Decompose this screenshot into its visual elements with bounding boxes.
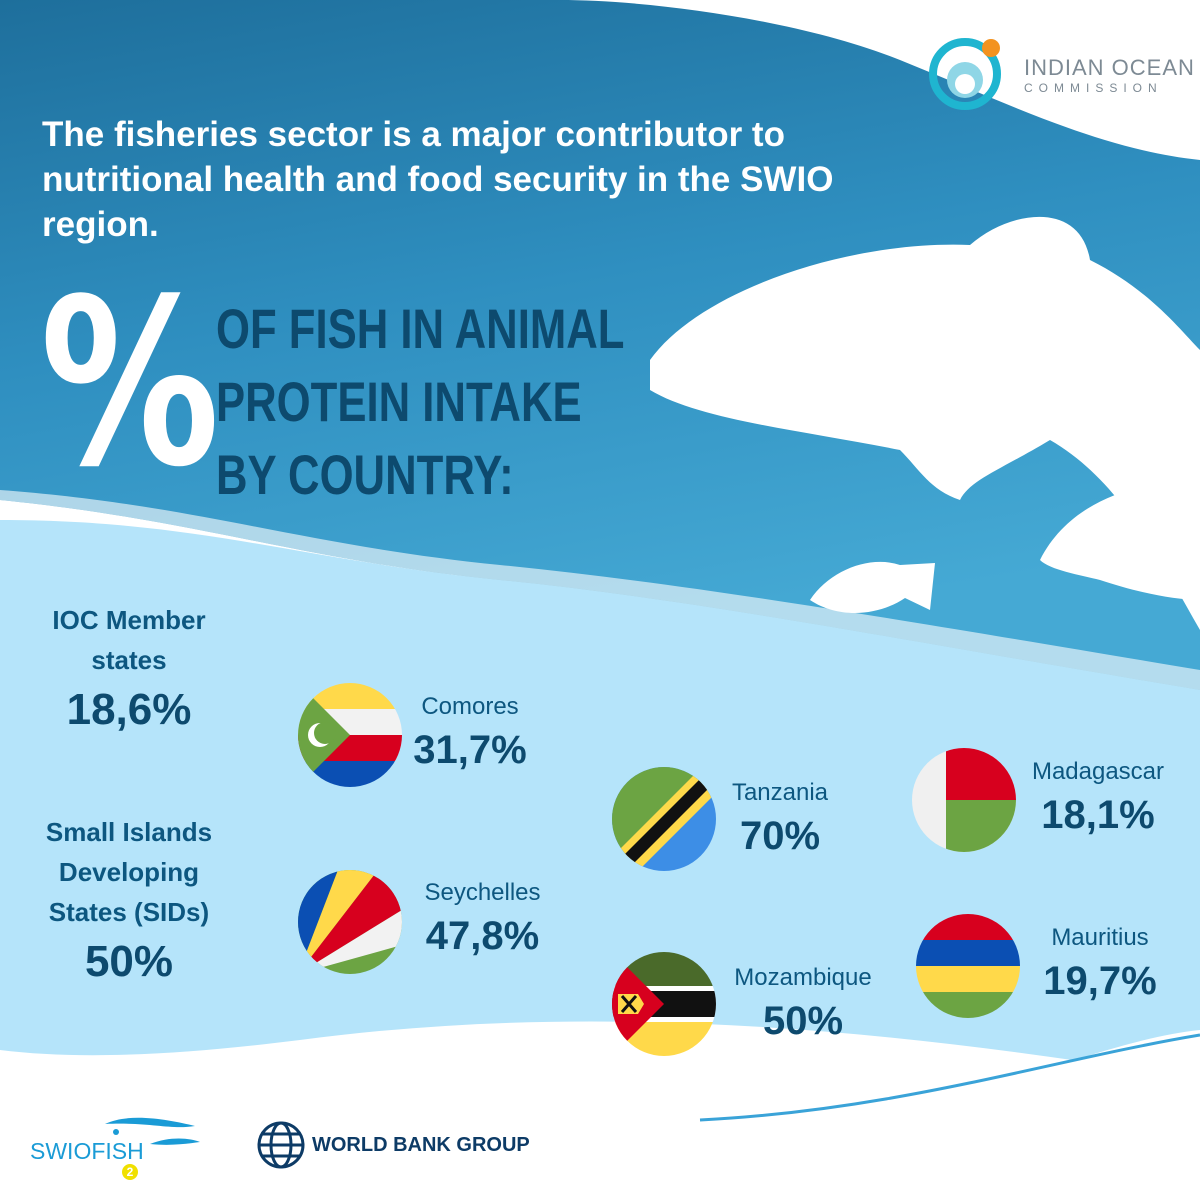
country-mozambique: Mozambique 50% [723, 963, 883, 1049]
country-name: Seychelles [424, 879, 541, 906]
ioc-logo-icon [929, 38, 1001, 110]
group-label: IOC Member states [52, 605, 206, 675]
group-ioc-members: IOC Member states 18,6% [14, 600, 244, 740]
subtitle-line: BY COUNTRY: [216, 443, 514, 506]
country-madagascar: Madagascar 18,1% [1022, 757, 1174, 843]
group-label: Small Islands Developing States (SIDs) [45, 817, 213, 927]
globe-icon [257, 1121, 305, 1169]
comoros-flag-icon [298, 683, 402, 787]
country-mauritius: Mauritius 19,7% [1030, 923, 1170, 1009]
tanzania-flag-icon [612, 767, 716, 871]
country-name: Madagascar [1031, 758, 1165, 785]
swiofish-text: SWIOFISH [30, 1138, 144, 1164]
country-value: 18,1% [1041, 793, 1155, 837]
large-fish-silhouette [650, 216, 1200, 630]
subtitle-line: PROTEIN INTAKE [216, 370, 582, 433]
ioc-logo: INDIAN OCEAN COMMISSION [929, 38, 1195, 110]
ioc-logo-line1: INDIAN OCEAN [1024, 55, 1195, 80]
swiofish-wave-icon [105, 1117, 200, 1145]
country-name: Mozambique [734, 964, 872, 991]
country-name: Mauritius [1051, 924, 1149, 951]
headline: The fisheries sector is a major contribu… [42, 115, 834, 244]
subtitle-line: OF FISH IN ANIMAL [216, 297, 625, 360]
percent-symbol: % [40, 251, 220, 518]
ioc-logo-line2: COMMISSION [1024, 81, 1163, 95]
country-value: 31,7% [413, 728, 527, 772]
mozambique-flag-icon [612, 952, 716, 1056]
group-value: 50% [84, 937, 174, 986]
group-sids: Small Islands Developing States (SIDs) 5… [14, 812, 244, 992]
country-comores: Comores 31,7% [400, 692, 540, 778]
country-value: 19,7% [1043, 959, 1157, 1003]
group-value: 18,6% [66, 685, 192, 734]
mauritius-flag-icon [916, 914, 1020, 1018]
world-bank-logo: WORLD BANK GROUP [256, 1120, 530, 1170]
subtitle: OF FISH IN ANIMAL PROTEIN INTAKE BY COUN… [216, 292, 624, 511]
country-name: Tanzania [731, 779, 829, 806]
country-tanzania: Tanzania 70% [715, 778, 845, 864]
world-bank-text: WORLD BANK GROUP [312, 1133, 530, 1156]
country-value: 50% [762, 999, 844, 1043]
madagascar-flag-icon [912, 748, 1016, 852]
country-value: 70% [739, 814, 821, 858]
seychelles-flag-icon [298, 870, 402, 974]
country-name: Comores [421, 693, 519, 720]
country-value: 47,8% [425, 914, 540, 958]
country-seychelles: Seychelles 47,8% [410, 878, 555, 964]
swiofish-number: 2 [122, 1164, 138, 1180]
